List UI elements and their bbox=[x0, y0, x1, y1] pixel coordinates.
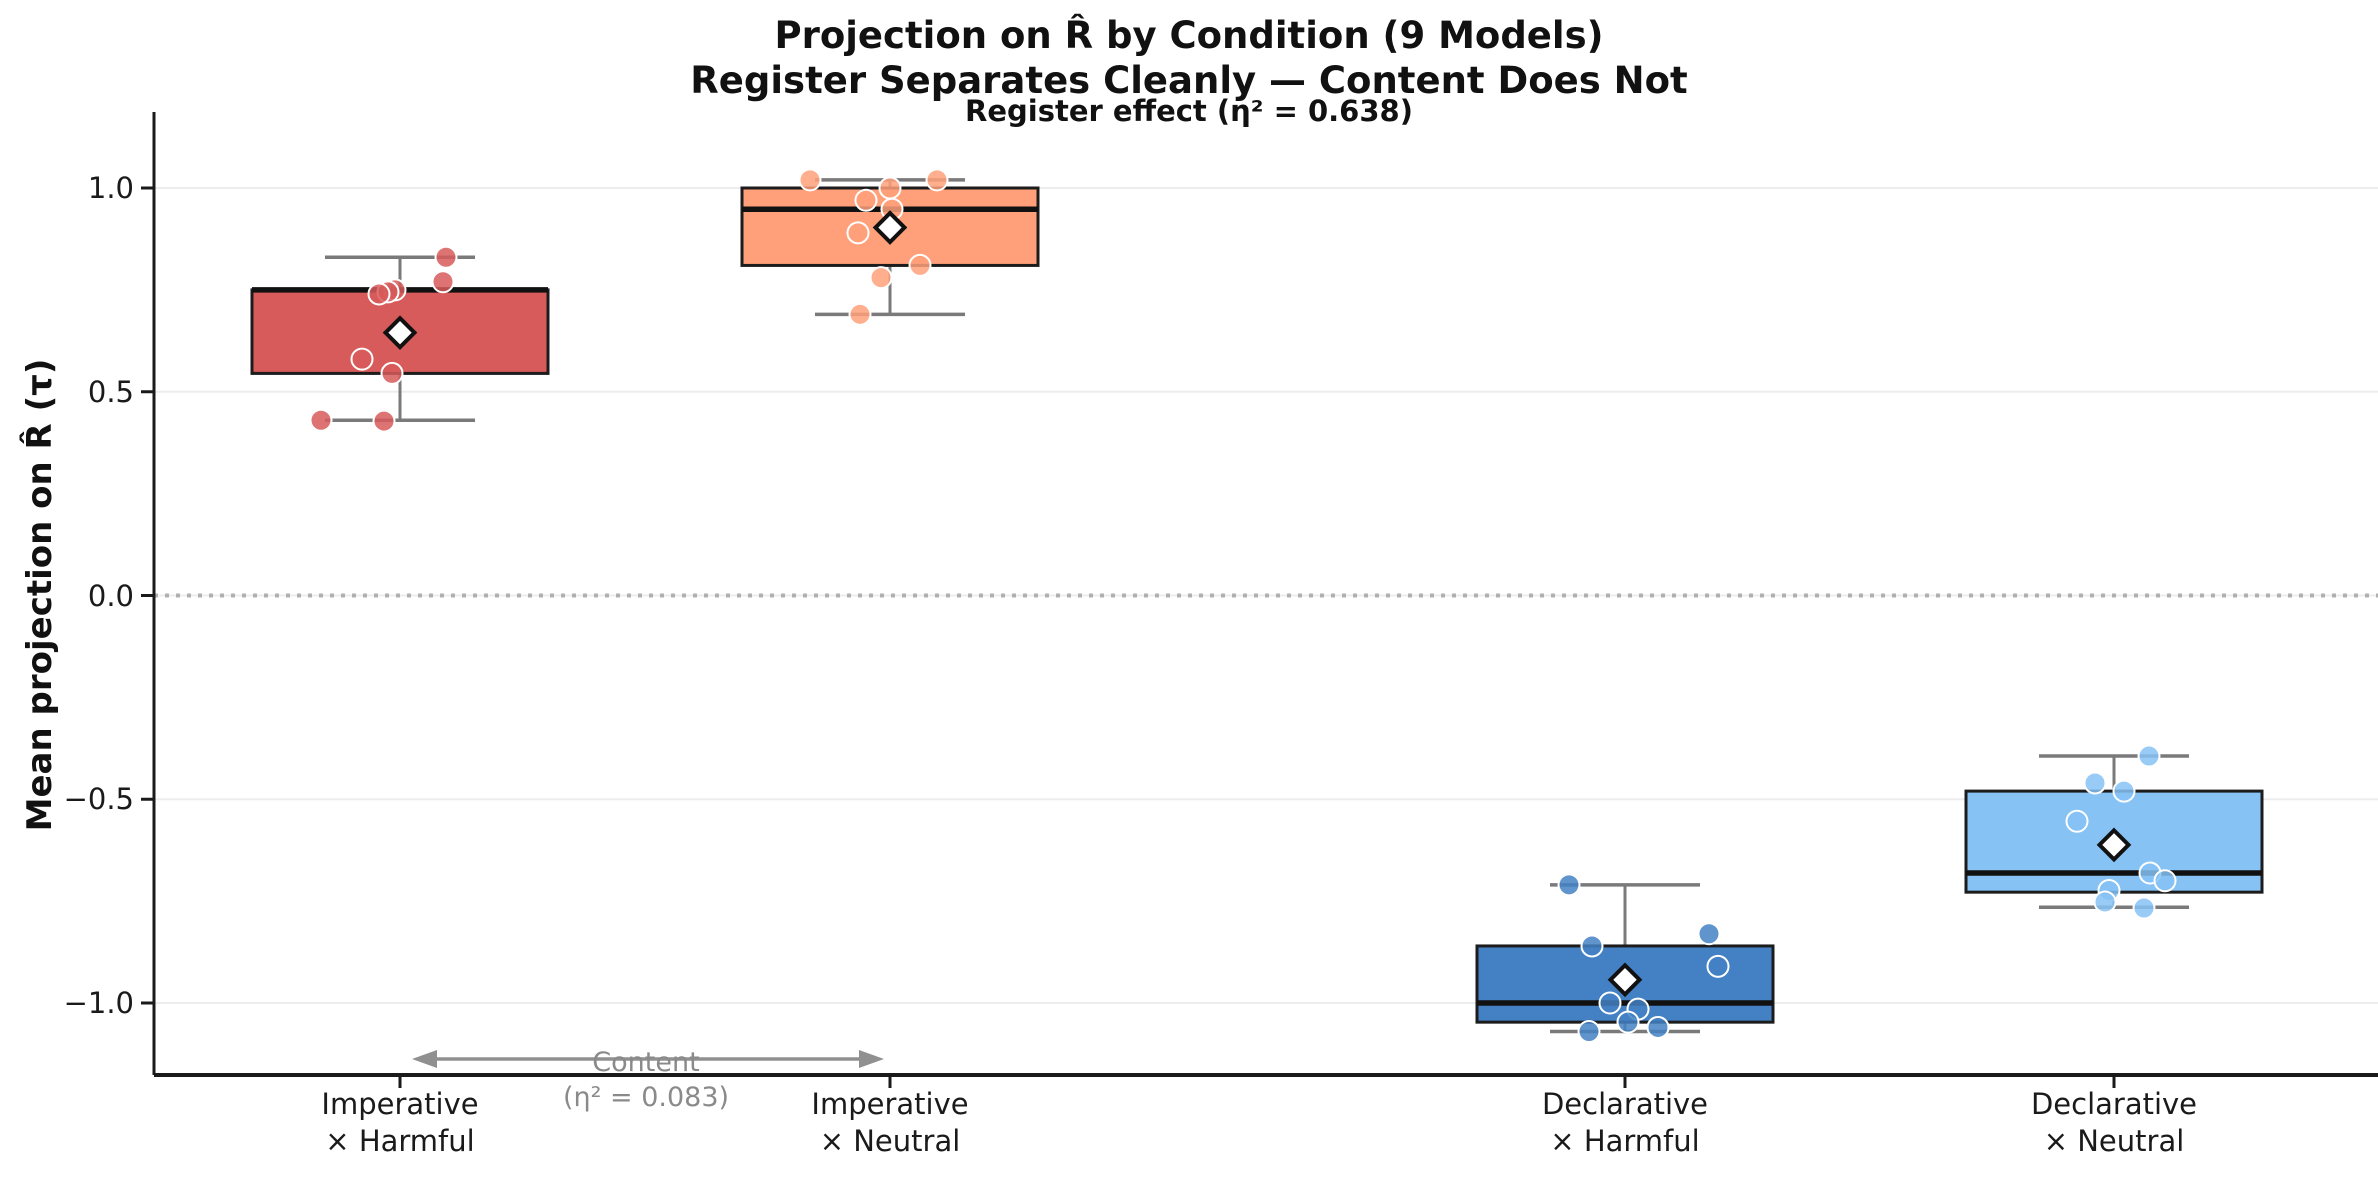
data-point-declarative-neutral bbox=[2137, 744, 2161, 768]
data-point-imperative-neutral bbox=[798, 168, 822, 192]
data-point-declarative-harmful bbox=[1697, 922, 1721, 946]
x-tick-line1: Declarative bbox=[1541, 1087, 1709, 1121]
data-point-declarative-harmful bbox=[1646, 1015, 1670, 1039]
data-point-declarative-harmful bbox=[1616, 1010, 1640, 1034]
data-point-declarative-harmful bbox=[1706, 954, 1730, 978]
data-point-imperative-neutral bbox=[925, 168, 949, 192]
content-effect-annotation-line1: Content bbox=[592, 1047, 700, 1078]
data-point-declarative-neutral bbox=[2153, 869, 2177, 893]
data-point-imperative-harmful bbox=[431, 270, 455, 294]
data-point-declarative-neutral bbox=[2132, 896, 2156, 920]
data-point-imperative-harmful bbox=[372, 409, 396, 433]
y-tick-label--1.0: −1.0 bbox=[63, 986, 134, 1020]
data-point-imperative-neutral bbox=[878, 176, 902, 200]
mean-marker-declarative-neutral bbox=[2096, 827, 2132, 863]
content-arrow-head-left bbox=[412, 1050, 437, 1068]
mean-marker-declarative-harmful bbox=[1607, 962, 1643, 998]
data-point-declarative-harmful bbox=[1580, 934, 1604, 958]
data-point-declarative-neutral bbox=[2065, 809, 2089, 833]
x-tick-line1: Imperative bbox=[811, 1087, 969, 1121]
data-point-imperative-harmful bbox=[309, 408, 333, 432]
x-tick-line2: × Neutral bbox=[2043, 1124, 2185, 1158]
data-point-imperative-neutral bbox=[846, 221, 870, 245]
data-point-imperative-harmful bbox=[350, 347, 374, 371]
mean-marker-imperative-harmful bbox=[382, 315, 418, 350]
content-arrow-head-right bbox=[859, 1050, 884, 1068]
data-point-declarative-harmful bbox=[1557, 873, 1581, 897]
chart-title-line-2: Register Separates Cleanly — Content Doe… bbox=[690, 59, 1688, 102]
chart-title-line-1: Projection on R̂ by Condition (9 Models) bbox=[774, 14, 1604, 57]
data-point-declarative-harmful bbox=[1598, 991, 1622, 1015]
data-point-imperative-harmful bbox=[380, 361, 404, 385]
data-point-imperative-neutral bbox=[848, 302, 872, 326]
data-point-imperative-neutral bbox=[854, 188, 878, 212]
mean-marker-imperative-neutral bbox=[872, 210, 908, 245]
data-point-imperative-harmful bbox=[434, 245, 458, 269]
data-point-imperative-harmful bbox=[367, 282, 391, 306]
data-point-declarative-harmful bbox=[1577, 1020, 1601, 1044]
y-tick-label--0.5: −0.5 bbox=[63, 782, 134, 816]
data-point-declarative-neutral bbox=[2112, 779, 2136, 803]
data-point-imperative-neutral bbox=[869, 266, 893, 290]
x-tick-line2: × Harmful bbox=[325, 1124, 475, 1158]
x-tick-label-imperative-neutral: Imperative × Neutral bbox=[730, 1086, 1050, 1160]
x-tick-label-declarative-harmful: Declarative × Harmful bbox=[1465, 1086, 1785, 1160]
y-tick-label-0.0: 0.0 bbox=[87, 579, 134, 613]
data-point-declarative-neutral bbox=[2093, 890, 2117, 914]
x-tick-line1: Imperative bbox=[321, 1087, 479, 1121]
x-tick-line1: Declarative bbox=[2030, 1087, 2198, 1121]
content-effect-annotation-line2: (η² = 0.083) bbox=[562, 1082, 730, 1113]
x-tick-line2: × Harmful bbox=[1550, 1124, 1700, 1158]
x-tick-label-imperative-harmful: Imperative × Harmful bbox=[240, 1086, 560, 1160]
y-tick-label-0.5: 0.5 bbox=[87, 375, 134, 409]
register-effect-annotation: Register effect (η² = 0.638) bbox=[965, 94, 1413, 128]
data-point-declarative-neutral bbox=[2083, 771, 2107, 795]
data-point-imperative-neutral bbox=[908, 253, 932, 277]
x-tick-line2: × Neutral bbox=[819, 1124, 961, 1158]
x-tick-label-declarative-neutral: Declarative × Neutral bbox=[1954, 1086, 2274, 1160]
y-tick-label-1.0: 1.0 bbox=[87, 171, 134, 205]
